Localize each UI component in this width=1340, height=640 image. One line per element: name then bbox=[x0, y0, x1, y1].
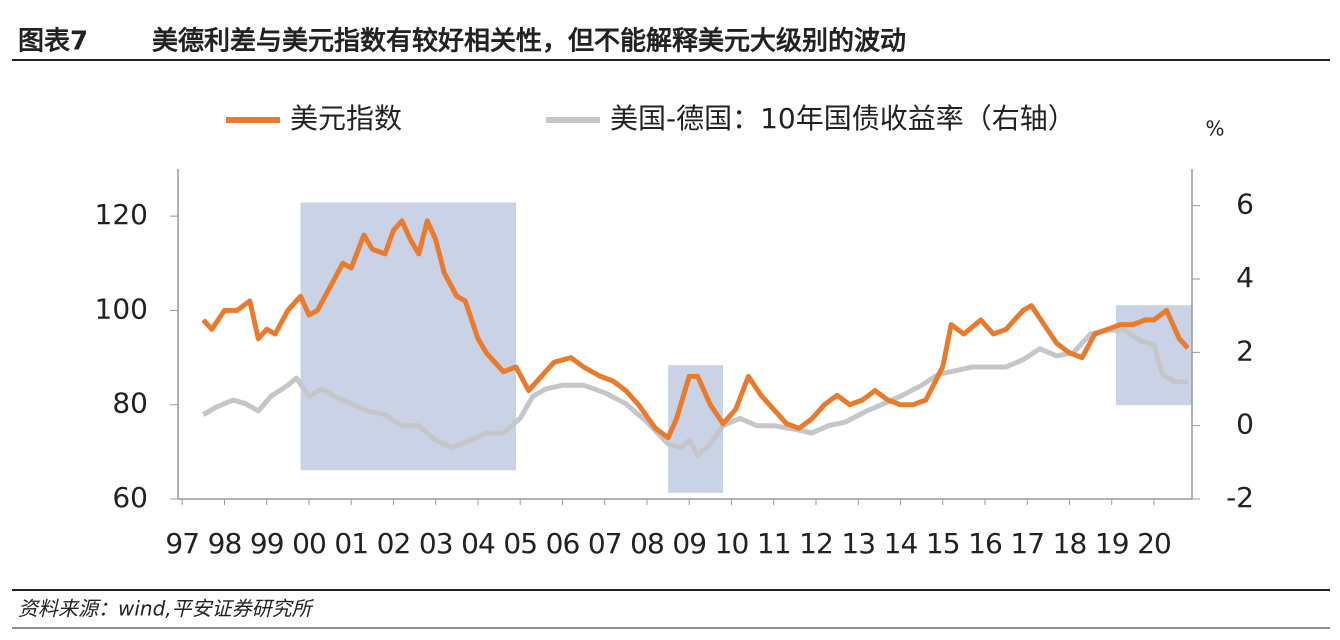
series-line bbox=[202, 327, 1188, 458]
highlight-region bbox=[668, 365, 724, 493]
x-tick-label: 99 bbox=[250, 527, 284, 560]
x-tick-label: 09 bbox=[672, 527, 706, 560]
x-tick-label: 13 bbox=[841, 527, 875, 560]
y2-tick-label: 6 bbox=[1236, 188, 1254, 221]
x-tick-label: 06 bbox=[546, 527, 580, 560]
y-tick-label: 60 bbox=[112, 481, 148, 514]
figure-title: 美德利差与美元指数有较好相关性，但不能解释美元大级别的波动 bbox=[152, 26, 906, 57]
y2-tick-label: 2 bbox=[1236, 334, 1254, 367]
x-tick-label: 97 bbox=[165, 527, 199, 560]
x-tick-label: 20 bbox=[1137, 527, 1171, 560]
source: 资料来源：wind,平安证券研究所 bbox=[18, 597, 315, 621]
x-tick-label: 98 bbox=[208, 527, 242, 560]
y-tick-label: 100 bbox=[95, 292, 148, 325]
legend-label: 美国-德国：10年国债收益率（右轴） bbox=[610, 102, 1076, 135]
x-tick-label: 17 bbox=[1010, 527, 1044, 560]
x-tick-label: 04 bbox=[461, 527, 495, 560]
x-tick-label: 03 bbox=[419, 527, 453, 560]
x-tick-label: 05 bbox=[503, 527, 537, 560]
y2-unit: % bbox=[1205, 117, 1224, 141]
y2-tick-label: 4 bbox=[1236, 261, 1254, 294]
figure-label: 图表7 bbox=[18, 27, 88, 57]
x-tick-label: 19 bbox=[1095, 527, 1129, 560]
legend-label: 美元指数 bbox=[290, 102, 402, 135]
x-tick-label: 02 bbox=[377, 527, 411, 560]
x-tick-label: 16 bbox=[968, 527, 1002, 560]
x-tick-label: 07 bbox=[588, 527, 622, 560]
x-tick-label: 12 bbox=[799, 527, 833, 560]
y2-tick-label: 0 bbox=[1236, 408, 1254, 441]
x-tick-label: 10 bbox=[715, 527, 749, 560]
x-tick-label: 14 bbox=[884, 527, 918, 560]
y-tick-label: 80 bbox=[112, 387, 148, 420]
y2-tick-label: -2 bbox=[1226, 481, 1254, 514]
x-tick-label: 18 bbox=[1053, 527, 1087, 560]
highlight-region bbox=[300, 202, 516, 471]
x-tick-label: 15 bbox=[926, 527, 960, 560]
series-line bbox=[201, 218, 1190, 441]
x-tick-label: 00 bbox=[292, 527, 326, 560]
y-tick-label: 120 bbox=[95, 198, 148, 231]
x-tick-label: 01 bbox=[334, 527, 368, 560]
x-tick-label: 11 bbox=[757, 527, 791, 560]
x-tick-label: 08 bbox=[630, 527, 664, 560]
